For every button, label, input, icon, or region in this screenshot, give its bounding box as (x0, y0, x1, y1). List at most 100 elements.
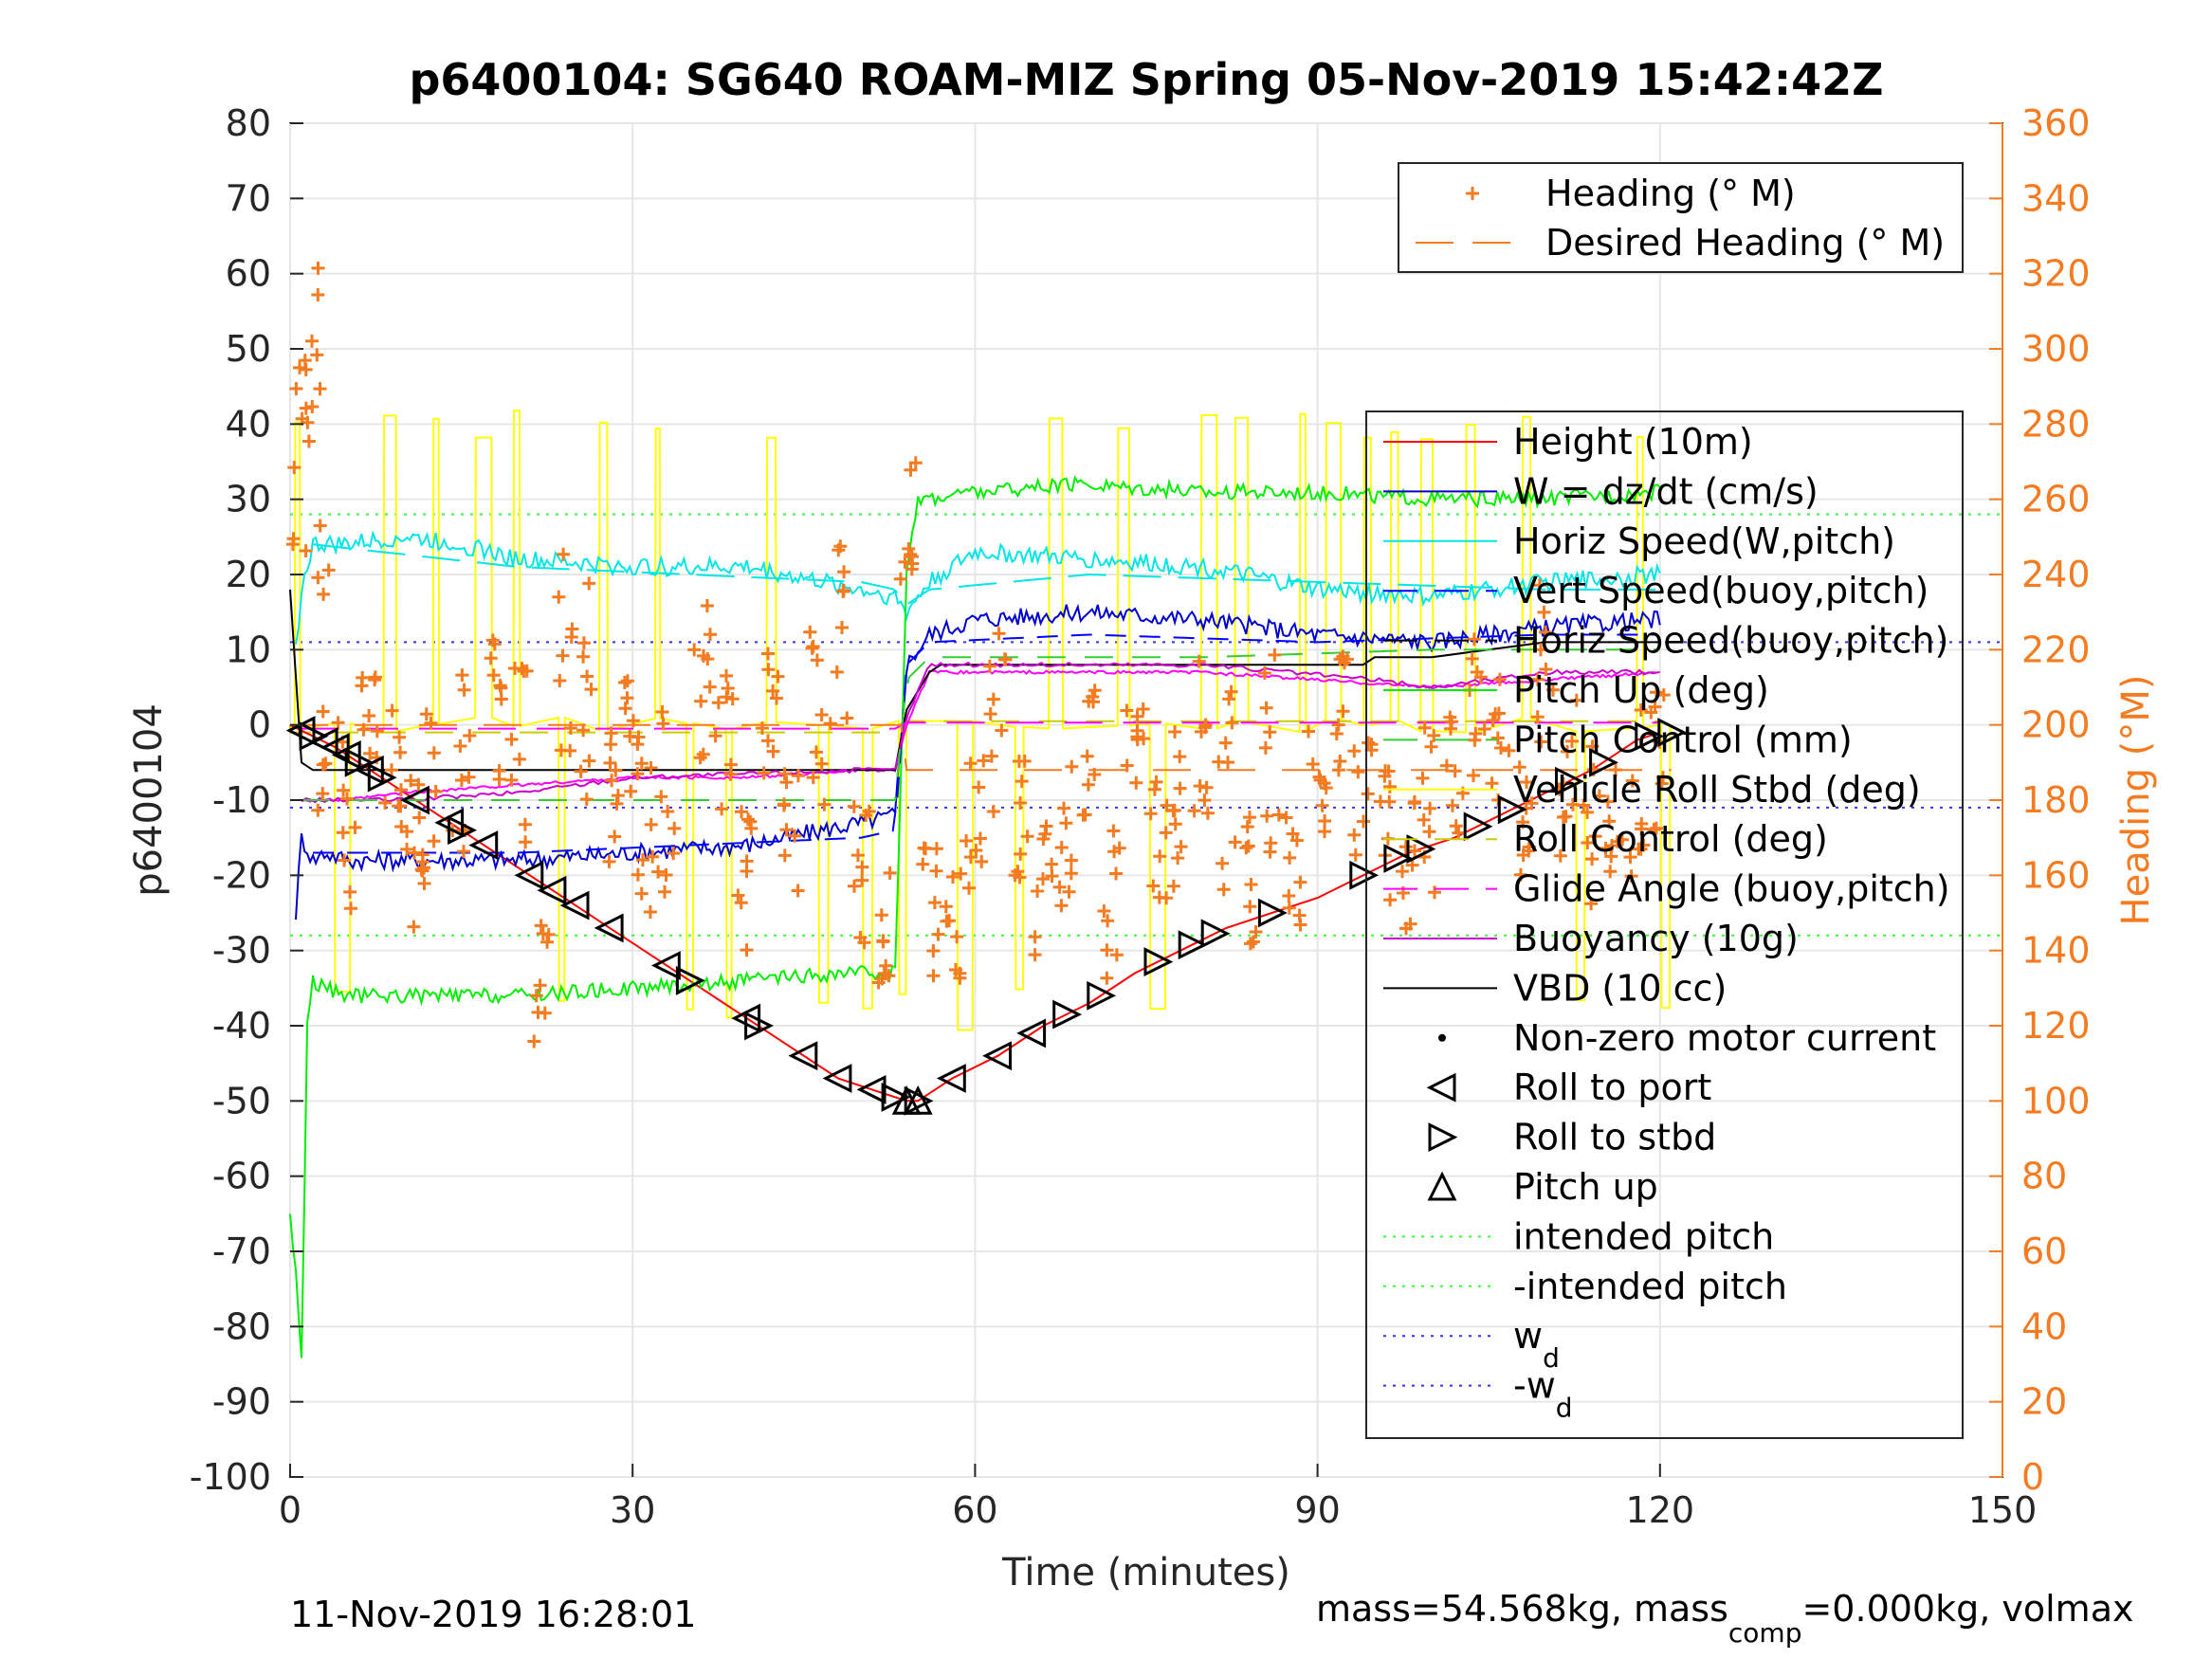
heading-marker (412, 811, 427, 825)
heading-marker (1241, 839, 1255, 853)
heading-marker (362, 709, 376, 722)
heading-marker (340, 792, 354, 806)
heading-marker (946, 870, 960, 884)
heading-marker (620, 674, 634, 688)
legend-label: Pitch Up (deg) (1513, 669, 1769, 711)
heading-marker (1038, 827, 1052, 841)
heading-marker (1588, 830, 1602, 844)
legend-label: Roll to port (1513, 1066, 1711, 1108)
heading-marker (1045, 869, 1059, 884)
heading-marker (1561, 744, 1574, 758)
heading-marker (777, 767, 792, 781)
heading-marker (1468, 733, 1482, 747)
heading-marker (805, 641, 819, 655)
heading-marker (317, 587, 331, 601)
roll-to-stbd-marker (1497, 794, 1527, 825)
vert-speed-buoy-line (313, 633, 1655, 854)
heading-marker (940, 914, 954, 928)
heading-marker (1168, 725, 1182, 738)
heading-marker (1166, 879, 1180, 893)
heading-marker (1143, 807, 1158, 821)
heading-marker (455, 668, 469, 683)
legend-swatch (1438, 1033, 1446, 1042)
heading-marker (392, 799, 406, 813)
heading-marker (512, 752, 526, 766)
heading-marker (995, 723, 1009, 738)
heading-marker (939, 900, 953, 914)
roll-to-port-marker (537, 875, 567, 905)
heading-marker (874, 908, 888, 922)
y-right-tick-label: 80 (2021, 1156, 2067, 1197)
y-right-tick-label: 0 (2021, 1456, 2044, 1498)
heading-marker (1292, 908, 1307, 922)
heading-marker (1494, 741, 1508, 755)
heading-marker (305, 334, 319, 348)
heading-marker (1260, 809, 1274, 823)
heading-marker (1101, 914, 1115, 928)
heading-marker (417, 877, 431, 890)
heading-marker (1602, 814, 1617, 829)
x-tick-label: 0 (279, 1489, 302, 1531)
heading-marker (1357, 814, 1370, 829)
heading-marker (823, 717, 837, 731)
heading-marker (1516, 815, 1530, 830)
heading-marker (529, 989, 543, 1003)
heading-marker (973, 831, 987, 846)
heading-marker (848, 879, 861, 893)
heading-marker (735, 805, 748, 819)
heading-marker (1383, 893, 1398, 907)
heading-marker (1534, 643, 1547, 657)
heading-marker (1199, 780, 1214, 794)
heading-marker (1427, 728, 1441, 742)
heading-marker (1333, 652, 1347, 666)
heading-marker (927, 896, 941, 910)
heading-marker (757, 766, 771, 780)
heading-marker (986, 692, 1000, 706)
y-right-tick-label: 340 (2021, 177, 2091, 219)
heading-marker (617, 676, 631, 689)
heading-marker (1152, 890, 1166, 904)
heading-marker (654, 790, 668, 804)
heading-marker (1258, 740, 1272, 755)
heading-marker (953, 971, 967, 985)
heading-marker (1556, 811, 1570, 824)
roll-to-port-marker (594, 913, 624, 943)
heading-marker (582, 754, 596, 768)
heading-marker (770, 691, 783, 705)
y-right-tick-label: 60 (2021, 1231, 2067, 1272)
heading-marker (311, 803, 325, 817)
heading-marker (394, 783, 408, 797)
heading-marker (1054, 899, 1069, 913)
legend-heading-swatch (1466, 187, 1479, 200)
heading-marker (427, 746, 441, 760)
x-tick-label: 120 (1626, 1489, 1695, 1531)
heading-marker (634, 886, 649, 901)
heading-marker (1317, 776, 1331, 791)
heading-marker (1106, 824, 1121, 838)
heading-marker (504, 773, 519, 787)
heading-marker (1331, 718, 1345, 732)
roll-to-stbd-marker (299, 721, 329, 752)
heading-marker (992, 627, 1006, 641)
y-tick-label: 20 (226, 554, 271, 595)
footer-mass-text: mass=54.568kg, masscomp=0.000kg, volmax (1316, 1588, 2133, 1649)
heading-marker (311, 261, 325, 275)
heading-marker (494, 692, 508, 706)
heading-marker (631, 867, 645, 882)
heading-marker (313, 519, 327, 533)
heading-marker (998, 652, 1013, 666)
heading-marker (305, 400, 320, 413)
heading-marker (704, 628, 717, 642)
heading-marker (485, 633, 500, 647)
heading-marker (400, 842, 414, 856)
y-tick-label: 70 (226, 177, 271, 219)
heading-marker (809, 745, 823, 759)
y-tick-label: -20 (212, 854, 271, 896)
heading-marker (1465, 651, 1479, 665)
roll-to-stbd-marker (1383, 844, 1414, 873)
heading-marker (644, 817, 658, 831)
heading-marker (1052, 880, 1067, 894)
heading-marker (540, 935, 555, 949)
y-tick-label: 10 (226, 629, 271, 670)
legend-label: -wd (1513, 1365, 1573, 1424)
